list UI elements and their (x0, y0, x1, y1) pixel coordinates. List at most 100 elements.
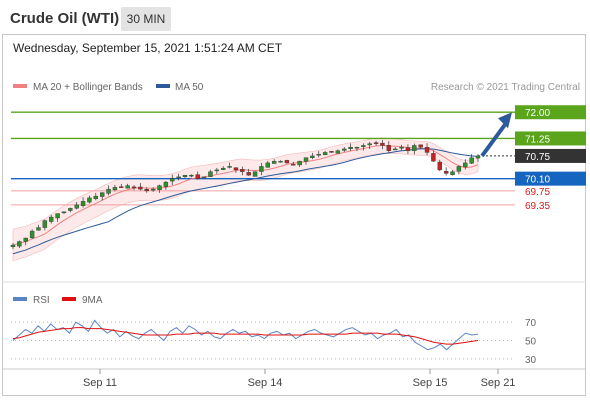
candle-body (405, 147, 411, 151)
candle-body (456, 166, 462, 172)
candle-body (297, 160, 302, 166)
candle-body (424, 147, 430, 153)
candle-body (61, 211, 67, 214)
candle-body (150, 188, 156, 191)
x-tick-label: Sep 14 (248, 377, 283, 389)
candle-body (55, 213, 60, 219)
candle-body (99, 192, 105, 197)
candle-body (131, 186, 137, 189)
candle-body (201, 176, 207, 179)
candle-body (214, 169, 220, 172)
candle-body (284, 160, 290, 164)
candle-body (74, 204, 79, 209)
support_light-level-label: 69.35 (525, 201, 550, 212)
candle-body (329, 151, 334, 153)
candle-body (316, 153, 321, 156)
candle-body (163, 181, 169, 187)
ma50-line (12, 148, 479, 255)
candle-body (342, 148, 347, 151)
candle-body (278, 160, 283, 163)
candle-body (144, 189, 149, 192)
ma20-legend-label: MA 20 + Bollinger Bands (33, 82, 143, 93)
ma50-legend-swatch (156, 84, 170, 88)
candle-body (348, 146, 353, 150)
support-level-label: 70.10 (525, 175, 550, 186)
resistance-level-badge (515, 131, 586, 146)
candle-body (354, 146, 360, 149)
candle-body (399, 146, 404, 149)
x-axis-ticks: Sep 11 Sep 14 Sep 15 Sep 21 (83, 369, 515, 389)
candle-body (392, 148, 398, 151)
candlesticks (10, 139, 481, 250)
candle-body (310, 155, 315, 159)
research-credit: Research © 2021 Trading Central (431, 82, 580, 93)
timeframe-badge[interactable]: 30 MIN (121, 7, 171, 31)
support_light-level-label: 69.75 (525, 187, 550, 198)
candle-body (195, 174, 200, 179)
x-tick-label: Sep 15 (413, 377, 448, 389)
projection-arrow-shaft (480, 122, 508, 158)
support-level-badge (515, 171, 586, 186)
last-price-badge (515, 148, 586, 163)
candle-body (208, 171, 213, 177)
candle-body (221, 167, 226, 170)
last-price-label: 70.75 (525, 152, 550, 163)
resistance-level-label: 72.00 (525, 108, 550, 119)
candle-body (367, 143, 372, 146)
candle-body (335, 150, 341, 154)
candle-body (170, 178, 175, 182)
candle-body (252, 171, 258, 177)
candle-body (227, 166, 232, 168)
candle-body (182, 174, 188, 177)
candle-body (475, 155, 481, 159)
candle-body (49, 216, 54, 222)
ma50-legend-label: MA 50 (175, 82, 204, 93)
candle-body (10, 244, 16, 247)
candle-body (233, 167, 239, 171)
candle-body (265, 162, 270, 168)
chart-datetime: Wednesday, September 15, 2021 1:51:24 AM… (13, 41, 283, 55)
chart-frame (2, 34, 586, 396)
rsi-panel: 70 50 30 (11, 318, 537, 366)
ma20-legend-swatch (13, 84, 27, 88)
candle-body (119, 186, 124, 188)
rsi-tick-label: 30 (525, 355, 537, 366)
candle-body (176, 176, 181, 179)
candle-body (418, 144, 423, 148)
candle-body (93, 195, 99, 200)
candle-body (380, 142, 385, 146)
candle-body (322, 152, 328, 156)
x-tick-label: Sep 21 (481, 377, 516, 389)
rsi-ma-legend-swatch (62, 297, 76, 301)
rsi-tick-label: 50 (525, 337, 537, 348)
candle-body (443, 171, 449, 174)
candle-body (106, 188, 111, 194)
candle-body (157, 185, 162, 190)
candle-body (23, 237, 28, 242)
candle-body (42, 220, 48, 228)
candle-body (450, 171, 455, 175)
ma20-line (12, 144, 479, 246)
projection-arrow (480, 112, 512, 158)
candle-body (112, 187, 118, 191)
candle-body (87, 197, 92, 203)
candle-body (36, 227, 41, 231)
rsi-legend-label: RSI (33, 295, 50, 306)
moving-averages (12, 144, 479, 255)
candle-body (29, 230, 35, 239)
candle-body (68, 208, 73, 211)
rsi-tick-label: 70 (525, 318, 537, 329)
candle-body (361, 145, 366, 147)
resistance-level-label: 71.25 (525, 134, 550, 145)
rsi-ma-line (12, 327, 479, 345)
candle-body (189, 174, 194, 177)
candle-body (437, 161, 442, 171)
rsi-legend-swatch (13, 297, 27, 301)
projection-arrow-head (498, 112, 512, 129)
instrument-title: Crude Oil (WTI) (10, 10, 120, 27)
candle-body (138, 186, 143, 190)
candle-body (431, 153, 436, 162)
candle-body (80, 201, 86, 206)
